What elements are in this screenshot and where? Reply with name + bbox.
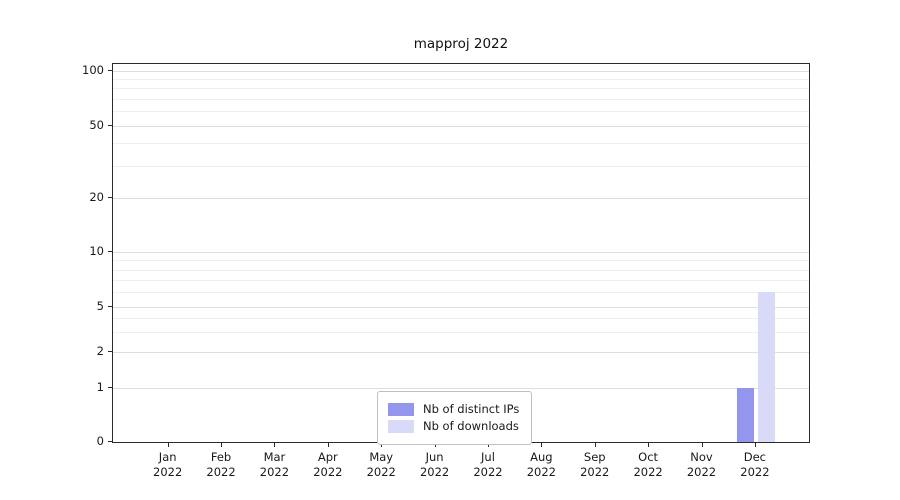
x-tick-mark xyxy=(381,443,383,447)
x-tick-mark xyxy=(701,443,703,447)
major-gridline xyxy=(113,198,809,200)
y-tick-mark xyxy=(108,124,112,126)
legend-swatch xyxy=(388,419,414,433)
y-tick-label: 20 xyxy=(89,190,104,205)
x-tick-label: Jun 2022 xyxy=(419,450,450,479)
x-tick-label: Dec 2022 xyxy=(740,450,770,479)
y-tick-label: 0 xyxy=(96,434,104,448)
legend-entry: Nb of downloads xyxy=(388,419,519,433)
x-axis-tick-marks xyxy=(112,443,810,447)
y-tick-mark xyxy=(108,387,112,389)
y-tick-mark xyxy=(108,250,112,252)
minor-gridline xyxy=(113,111,809,113)
x-tick-label: Apr 2022 xyxy=(313,450,343,479)
y-tick-label: 10 xyxy=(89,243,104,258)
chart-title: mapproj 2022 xyxy=(413,36,509,52)
x-tick-label: Oct 2022 xyxy=(633,450,663,479)
major-gridline xyxy=(113,306,809,308)
minor-gridline xyxy=(113,79,809,81)
major-gridline xyxy=(113,251,809,253)
minor-gridline xyxy=(113,143,809,145)
bar-nb-of-downloads xyxy=(757,292,775,442)
minor-gridline xyxy=(113,166,809,168)
y-tick-label: 100 xyxy=(82,62,104,77)
minor-gridline xyxy=(113,292,809,294)
y-tick-mark xyxy=(108,441,112,442)
y-tick-label: 5 xyxy=(96,298,104,313)
plot-area: Nb of distinct IPs Nb of downloads xyxy=(112,63,810,445)
y-tick-mark xyxy=(108,351,112,353)
x-tick-mark xyxy=(327,443,329,447)
x-tick-label: Nov 2022 xyxy=(686,450,717,479)
x-tick-label: Aug 2022 xyxy=(526,450,556,479)
x-tick-label: Jul 2022 xyxy=(473,450,503,479)
x-tick-mark xyxy=(594,443,596,447)
x-tick-label: May 2022 xyxy=(366,450,396,479)
y-tick-mark xyxy=(108,305,112,307)
minor-gridline xyxy=(113,317,809,319)
minor-gridline xyxy=(113,99,809,100)
x-tick-mark xyxy=(434,443,436,447)
minor-gridline xyxy=(113,88,809,90)
legend-entry: Nb of distinct IPs xyxy=(388,402,519,416)
legend-label: Nb of downloads xyxy=(423,419,519,433)
minor-gridline xyxy=(113,332,809,334)
y-axis-tick-marks xyxy=(108,63,112,443)
x-tick-mark xyxy=(754,443,756,447)
y-tick-label: 1 xyxy=(96,380,104,395)
x-tick-label: Feb 2022 xyxy=(206,450,236,479)
major-gridline xyxy=(113,125,809,127)
minor-gridline xyxy=(113,280,809,282)
major-gridline xyxy=(113,70,809,72)
x-axis-tick-labels: Jan 2022 Feb 2022 Mar 2022 Apr 2022 May 2022… xyxy=(112,450,810,486)
legend-label: Nb of distinct IPs xyxy=(423,402,520,416)
major-gridline xyxy=(113,352,809,354)
major-gridline xyxy=(113,388,809,390)
x-tick-mark xyxy=(541,443,543,447)
x-tick-mark xyxy=(274,443,276,447)
x-tick-label: Mar 2022 xyxy=(259,450,290,479)
y-tick-label: 2 xyxy=(96,344,104,359)
x-tick-label: Sep 2022 xyxy=(580,450,610,479)
x-tick-label: Jan 2022 xyxy=(153,450,183,479)
x-tick-mark xyxy=(221,443,223,447)
minor-gridline xyxy=(113,260,809,262)
y-axis-tick-labels: 0 1 2 5 10 20 50 100 xyxy=(40,62,104,448)
minor-gridline xyxy=(113,269,809,271)
legend: Nb of distinct IPs Nb of downloads xyxy=(377,391,533,445)
y-tick-label: 50 xyxy=(89,117,104,132)
x-tick-mark xyxy=(648,443,650,447)
x-tick-mark xyxy=(487,443,489,447)
y-tick-mark xyxy=(108,69,112,71)
legend-swatch xyxy=(388,402,414,416)
bar-nb-of-distinct-ips xyxy=(736,388,754,442)
y-tick-mark xyxy=(108,197,112,199)
x-tick-mark xyxy=(167,443,169,447)
